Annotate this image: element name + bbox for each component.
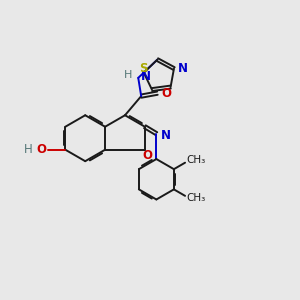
Text: H: H — [24, 143, 32, 156]
Text: H: H — [123, 70, 132, 80]
Text: S: S — [140, 62, 148, 75]
Text: CH₃: CH₃ — [187, 155, 206, 165]
Text: N: N — [178, 62, 188, 75]
Text: O: O — [161, 87, 171, 100]
Text: O: O — [143, 149, 153, 162]
Text: O: O — [36, 143, 46, 156]
Text: N: N — [141, 70, 151, 83]
Text: CH₃: CH₃ — [187, 193, 206, 203]
Text: N: N — [161, 129, 171, 142]
